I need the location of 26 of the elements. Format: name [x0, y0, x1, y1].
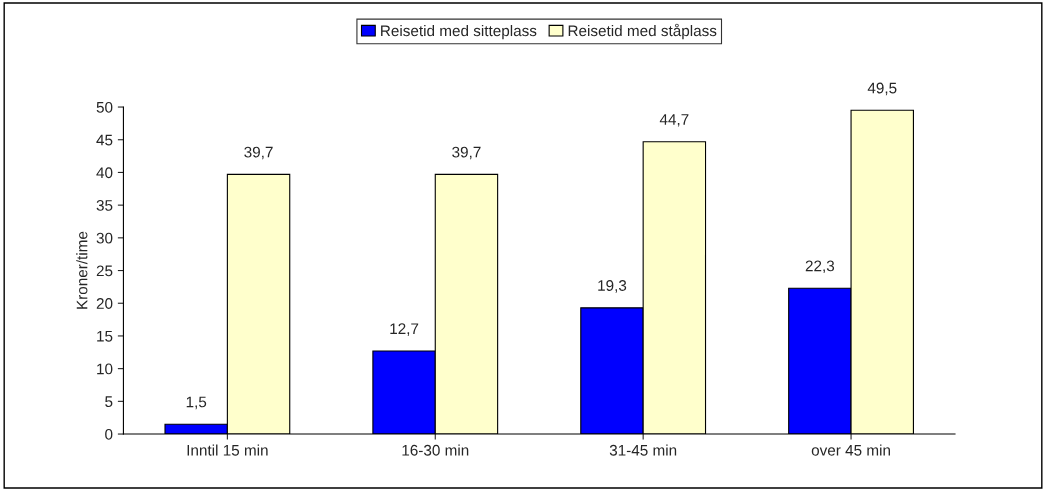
data-label: 39,7	[452, 146, 481, 160]
y-axis-title: Kroner/time	[76, 231, 88, 309]
y-tick-label: 10	[97, 363, 113, 375]
y-tick-label: 15	[97, 330, 113, 342]
data-label: 12,7	[390, 323, 419, 336]
data-label: 22,3	[805, 260, 835, 274]
y-tick-label: 45	[96, 134, 113, 146]
y-tick-label: 25	[96, 265, 113, 277]
data-label: 1,5	[186, 396, 207, 410]
data-label: 19,3	[598, 280, 627, 293]
legend-label: Reisetid med ståplass	[568, 23, 717, 40]
y-tick-label: 50	[96, 101, 113, 113]
x-tick-label: 16-30 min	[402, 444, 469, 456]
x-tick-label: over 45 min	[811, 444, 890, 456]
data-label: 49,5	[867, 82, 897, 96]
legend-label: Reisetid med sitteplass	[381, 24, 537, 40]
y-tick-label: 40	[96, 167, 113, 179]
x-tick-label: 31-45 min	[609, 444, 677, 456]
y-tick-label: 0	[105, 428, 113, 440]
y-tick-label: 20	[96, 298, 113, 309]
data-label: 39,7	[244, 146, 273, 160]
y-tick-label: 30	[96, 232, 113, 244]
x-tick-label: Inntil 15 min	[187, 444, 268, 456]
y-tick-label: 35	[96, 200, 113, 211]
data-label: 44,7	[659, 114, 689, 127]
y-tick-label: 5	[105, 396, 113, 408]
